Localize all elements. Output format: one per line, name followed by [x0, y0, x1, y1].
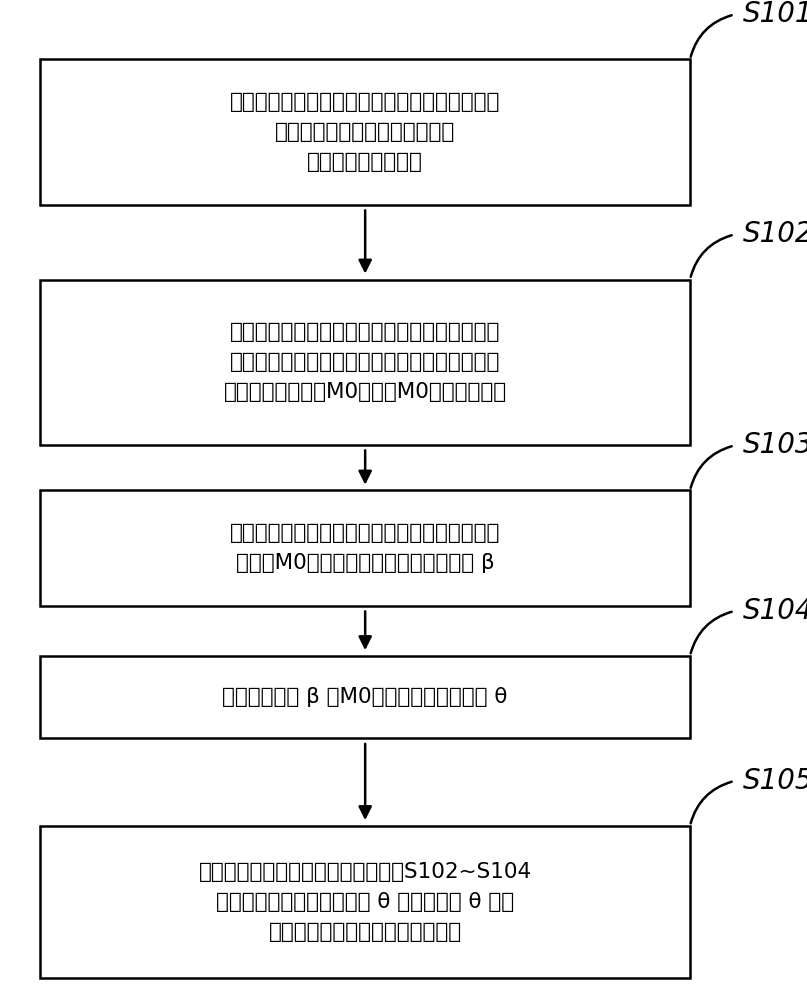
Text: 实时获取通过求差电路作差运算得到的结果，对
连续的作差结果进行比较，找出作差结果的最大
值或最小值并记作M0，定义M0为电机的零位: 实时获取通过求差电路作差运算得到的结果，对 连续的作差结果进行比较，找出作差结果… [224, 322, 507, 402]
Bar [40, 656, 690, 738]
Text: 在电机惯性运行的周期内，重复步骤S102~S104
，对得到的所有角度偏移量 θ 求平均，将 θ 的平
均值存入存储单元以作为标定结果: 在电机惯性运行的周期内，重复步骤S102~S104 ，对得到的所有角度偏移量 θ… [199, 862, 532, 942]
Bar [40, 60, 690, 205]
Bar [40, 490, 690, 605]
Text: S105: S105 [742, 767, 807, 795]
Text: 将同时获得的 β 与M0相减得到角度偏移量 θ: 将同时获得的 β 与M0相减得到角度偏移量 θ [223, 687, 508, 707]
Text: S101: S101 [742, 0, 807, 28]
Text: S104: S104 [742, 597, 807, 625]
Bar [40, 826, 690, 978]
Text: 实时获取位置传感器采样得到的检测信号，记录
在找到M0瞬间时的检测信号对应的角度 β: 实时获取位置传感器采样得到的检测信号，记录 在找到M0瞬间时的检测信号对应的角度… [230, 523, 500, 573]
Text: S102: S102 [742, 220, 807, 248]
Text: S103: S103 [742, 431, 807, 459]
Bar [40, 279, 690, 444]
Text: 启动并控制电机加速到预设速度后，控制驱动电
路关闭输出，电机在惯性推动下
继续在发电状态运行: 启动并控制电机加速到预设速度后，控制驱动电 路关闭输出，电机在惯性推动下 继续在… [230, 92, 500, 172]
